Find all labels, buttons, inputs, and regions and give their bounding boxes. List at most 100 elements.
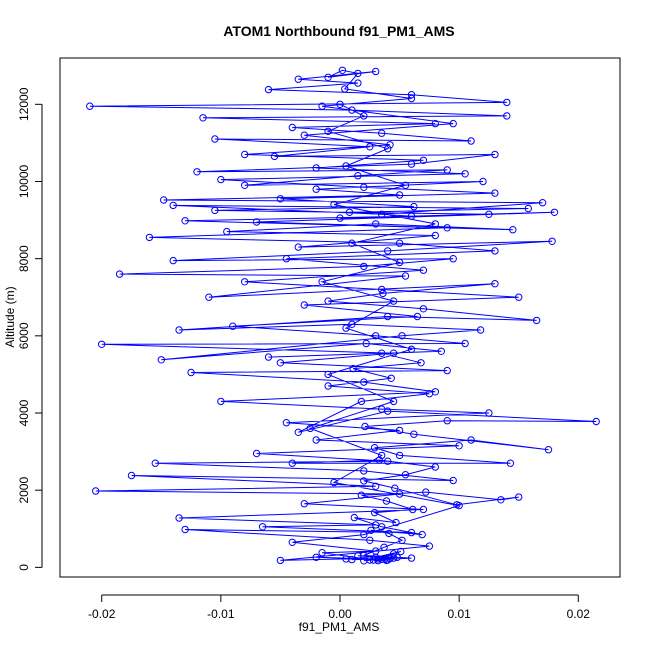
data-point [397,547,405,556]
data-point [449,255,457,263]
data-point [395,451,404,460]
data-point [276,556,285,565]
data-point [449,476,457,485]
data-point [366,556,374,564]
data-point [410,202,418,211]
data-point [485,210,493,219]
data-point [491,189,499,197]
data-point [407,91,416,99]
data-point [389,297,398,305]
data-point [360,530,368,539]
data-point [467,137,475,145]
data-point [476,326,485,334]
data-point [324,297,332,305]
data-point [300,131,308,139]
data-point [380,543,388,551]
data-point [252,218,261,226]
data-point [431,220,439,228]
data-point [276,359,285,367]
data-point [381,555,389,563]
data-point [354,172,362,180]
data-point [330,478,338,487]
data-point [241,181,249,190]
data-point [407,212,416,220]
data-point [506,459,515,467]
data-point [384,312,392,321]
data-point [370,444,379,452]
data-point [115,270,124,278]
data-point [354,552,362,560]
data-point [241,150,249,159]
data-point [360,467,368,475]
data-point [467,436,475,444]
data-point [372,67,380,76]
data-point [413,312,422,321]
data-point [324,127,332,136]
y-tick-label: 10000 [17,164,31,198]
data-point [360,112,368,120]
data-point [312,164,320,172]
data-point [349,364,357,373]
data-point [372,521,380,529]
data-point [306,424,314,433]
data-point [407,345,416,353]
data-point [550,208,559,217]
data-point [372,220,380,228]
data-point [324,370,332,379]
data-point [348,106,356,114]
data-point [312,553,320,561]
data-point [211,135,219,143]
data-point [145,233,154,242]
data-point [374,556,382,565]
data-point [378,210,386,219]
data-point [385,529,393,538]
data-point [395,426,404,435]
y-tick-label: 0 [17,564,31,571]
data-point [461,339,469,348]
data-point [548,237,556,246]
data-point [362,339,370,348]
data-point [354,69,362,78]
data-point [544,446,553,454]
data-point [223,227,231,236]
data-point [379,289,387,298]
data-point [491,280,499,288]
data-point [398,332,406,340]
y-axis: 0 2000 4000 6000 8000 10000 12000 [17,87,43,571]
data-point [300,301,308,309]
data-point [361,422,369,431]
data-point [288,538,296,546]
data-point [461,170,469,178]
data-point [378,405,386,413]
data-point [348,555,356,564]
data-point [378,555,386,563]
data-point [86,102,94,110]
data-point [282,419,291,427]
data-point [288,123,296,132]
data-point [431,119,439,128]
y-tick-label: 6000 [17,322,31,349]
plot-frame [59,57,621,578]
data-point [387,374,395,382]
data-point [241,278,249,286]
data-point [341,85,349,93]
data-point [205,293,213,301]
data-point [345,208,354,217]
data-point [169,256,177,265]
data-point [169,201,177,210]
data-point [515,293,523,301]
data-point [384,247,392,255]
data-point [386,554,394,563]
data-point [98,340,106,348]
data-point [378,451,386,460]
data-point [419,305,428,313]
data-point [485,409,493,417]
data-point [370,508,379,517]
data-point [393,553,401,561]
x-axis: -0.02 -0.01 0.00 0.01 0.02 [88,594,590,621]
data-point [92,487,100,495]
data-point [431,231,439,240]
data-point [300,500,308,508]
data-point [252,449,261,458]
data-point [338,66,347,75]
